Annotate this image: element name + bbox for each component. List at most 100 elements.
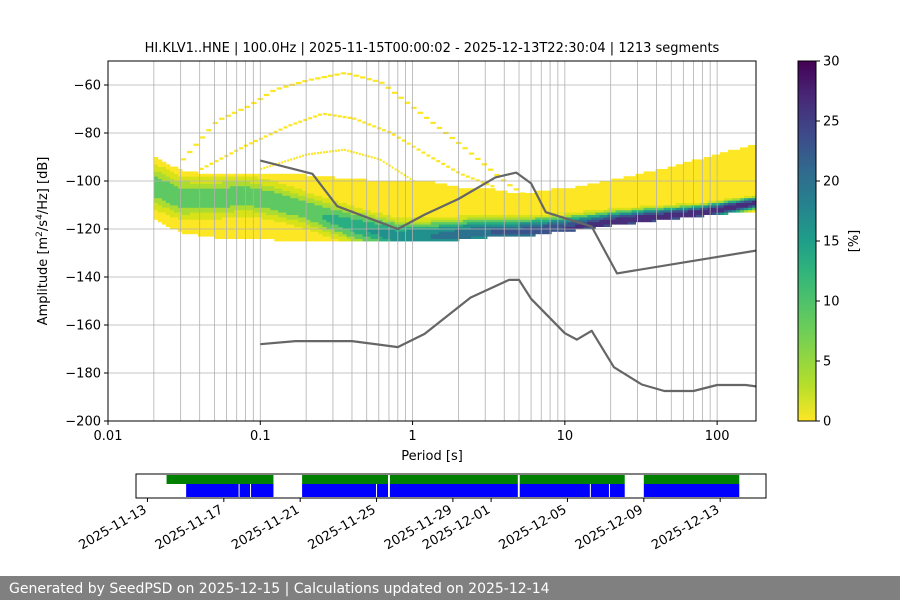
heatmap-cell (619, 195, 624, 199)
heatmap-cell (270, 219, 275, 223)
heatmap-cell (298, 207, 303, 211)
heatmap-cell (631, 188, 636, 191)
heatmap-cell (250, 226, 255, 230)
heatmap-cell (286, 205, 291, 208)
heatmap-cell (338, 178, 343, 182)
heatmap-cell (306, 233, 311, 237)
heatmap-cell (567, 197, 572, 201)
heatmap-cell (378, 202, 384, 206)
heatmap-cell (317, 113, 322, 116)
heatmap-cell (222, 197, 227, 201)
heatmap-cell (559, 217, 564, 220)
heatmap-cell (262, 205, 267, 208)
heatmap-cell (751, 161, 756, 165)
heatmap-cell (651, 212, 657, 215)
heatmap-cell (169, 178, 175, 182)
heatmap-cell (302, 214, 307, 218)
heatmap-cell (491, 193, 496, 196)
heatmap-cell (458, 212, 464, 215)
heatmap-cell (270, 89, 276, 93)
heatmap-cell (535, 224, 540, 227)
heatmap-cell (647, 178, 653, 182)
heatmap-cell (499, 212, 504, 215)
heatmap-cell (466, 219, 472, 223)
heatmap-cell (370, 233, 376, 237)
heatmap-cell (214, 233, 219, 237)
heatmap-cell (603, 205, 608, 208)
heatmap-cell (310, 195, 315, 199)
heatmap-cell (727, 166, 733, 170)
heatmap-cell (362, 229, 368, 232)
heatmap-cell (318, 176, 323, 179)
heatmap-cell (615, 207, 620, 211)
heatmap-cell (318, 226, 323, 230)
heatmap-cell (515, 209, 520, 213)
heatmap-cell (703, 197, 709, 201)
heatmap-cell (603, 209, 608, 213)
heatmap-cell (238, 236, 243, 239)
heatmap-cell (575, 188, 580, 191)
heatmap-cell (719, 178, 725, 182)
heatmap-cell (246, 212, 251, 215)
heatmap-cell (587, 195, 592, 199)
heatmap-cell (202, 207, 207, 211)
heatmap-cell (278, 236, 283, 239)
heatmap-cell (202, 219, 207, 223)
heatmap-cell (210, 226, 215, 230)
heatmap-cell (695, 171, 701, 175)
heatmap-cell (254, 193, 259, 196)
heatmap-cell (434, 224, 440, 227)
heatmap-cell (157, 171, 163, 175)
heatmap-cell (366, 229, 372, 232)
heatmap-cell (543, 229, 548, 232)
heatmap-cell (222, 178, 227, 182)
heatmap-cell (458, 233, 464, 237)
heatmap-cell (623, 221, 628, 225)
heatmap-cell (563, 229, 568, 232)
heatmap-cell (623, 207, 628, 211)
heatmap-cell (559, 209, 564, 213)
heatmap-cell (165, 173, 171, 177)
heatmap-cell (218, 183, 223, 187)
heatmap-cell (491, 205, 496, 208)
heatmap-cell (342, 229, 347, 232)
heatmap-cell (551, 224, 556, 227)
heatmap-cell (238, 221, 243, 225)
heatmap-cell (342, 238, 347, 242)
heatmap-cell (242, 217, 247, 220)
heatmap-cell (266, 209, 271, 213)
heatmap-cell (202, 224, 207, 227)
heatmap-cell (475, 179, 480, 182)
heatmap-cell (352, 117, 357, 120)
heatmap-cell (266, 214, 271, 218)
heatmap-cell (438, 214, 444, 218)
heatmap-cell (270, 176, 275, 179)
heatmap-cell (414, 236, 420, 239)
heatmap-cell (503, 221, 508, 225)
heatmap-cell (302, 195, 307, 199)
heatmap-cell (394, 185, 400, 189)
heatmap-cell (603, 195, 608, 199)
heatmap-cell (711, 212, 717, 215)
heatmap-cell (326, 238, 331, 242)
heatmap-cell (306, 214, 311, 218)
heatmap-cell (274, 202, 279, 206)
heatmap-cell (394, 190, 400, 194)
heatmap-cell (181, 209, 187, 213)
heatmap-cell (410, 200, 416, 203)
heatmap-cell (298, 190, 303, 194)
heatmap-cell (379, 158, 382, 161)
heatmap-cell (406, 238, 412, 242)
heatmap-cell (334, 178, 339, 182)
heatmap-cell (719, 185, 725, 189)
heatmap-cell (575, 226, 580, 230)
heatmap-cell (262, 200, 267, 203)
heatmap-cell (394, 209, 400, 213)
heatmap-cell (210, 173, 215, 177)
heatmap-cell (294, 183, 299, 187)
heatmap-cell (571, 229, 576, 232)
heatmap-cell (679, 207, 685, 211)
heatmap-cell (302, 236, 307, 239)
heatmap-cell (659, 185, 665, 189)
heatmap-cell (266, 176, 271, 179)
